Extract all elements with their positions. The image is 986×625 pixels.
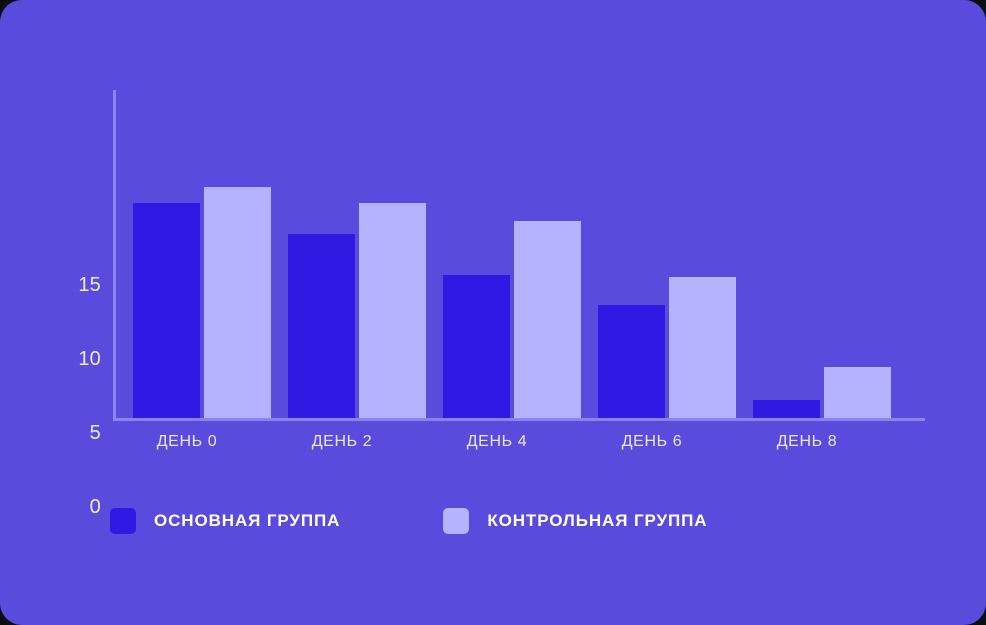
legend-label-main-group: ОСНОВНАЯ ГРУППА [154, 511, 341, 530]
bar-main-1[interactable] [288, 234, 355, 418]
legend-swatch-control-group [443, 508, 470, 534]
y-axis-tick-label: 0 [89, 496, 101, 518]
x-axis-tick-label: ДЕНЬ 4 [466, 433, 528, 450]
x-axis-tick-label: ДЕНЬ 2 [311, 433, 373, 450]
bar-control-0[interactable] [204, 186, 271, 418]
bar-control-3[interactable] [669, 276, 736, 418]
legend-item-control-group[interactable]: КОНТРОЛЬНАЯ ГРУППА [443, 508, 707, 534]
y-axis-tick-label: 10 [78, 348, 101, 370]
legend-item-main-group[interactable]: ОСНОВНАЯ ГРУППА [110, 508, 340, 534]
legend-swatch-main-group [110, 508, 136, 534]
y-axis-line [113, 90, 116, 421]
bar-control-1[interactable] [359, 203, 426, 418]
x-axis-line [113, 418, 925, 421]
x-axis-tick-label: ДЕНЬ 8 [776, 433, 838, 450]
x-axis-tick-label: ДЕНЬ 0 [156, 433, 218, 450]
y-axis-tick-label: 15 [78, 274, 101, 296]
chart-legend: ОСНОВНАЯ ГРУППА КОНТРОЛЬНАЯ ГРУППА [110, 508, 707, 534]
legend-label-control-group: КОНТРОЛЬНАЯ ГРУППА [487, 511, 708, 530]
x-axis-tick-labels: ДЕНЬ 0 ДЕНЬ 2 ДЕНЬ 4 ДЕНЬ 6 ДЕНЬ 8 [113, 432, 925, 456]
bar-control-2[interactable] [514, 221, 581, 418]
bars-layer [113, 90, 925, 421]
bar-main-0[interactable] [133, 203, 200, 418]
bar-main-4[interactable] [753, 399, 820, 418]
bar-main-2[interactable] [443, 275, 510, 418]
bar-control-4[interactable] [824, 367, 891, 418]
y-axis-tick-labels: 15 10 5 0 [55, 90, 101, 517]
y-axis-tick-label: 5 [89, 422, 101, 444]
plot-area [113, 90, 925, 421]
x-axis-tick-label: ДЕНЬ 6 [621, 433, 683, 450]
bar-main-3[interactable] [598, 304, 665, 418]
